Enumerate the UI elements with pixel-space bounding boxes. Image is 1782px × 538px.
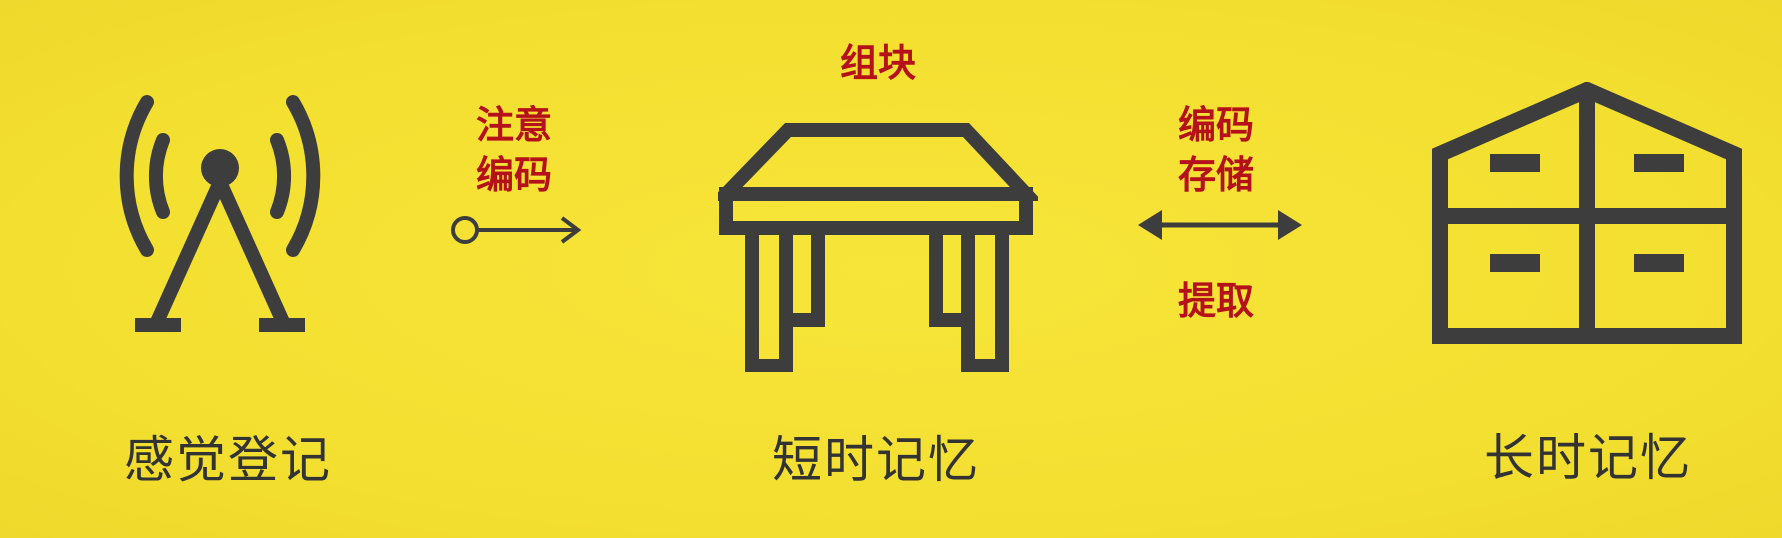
encoding-storage-labels: 编码 存储 [1164,100,1268,200]
chunking-label: 组块 [839,41,916,85]
long-term-memory-label: 长时记忆 [1484,429,1692,487]
storage-label: 存储 [1177,153,1254,197]
encoding-label-1: 编码 [475,153,552,197]
arrow-both-icon [1138,210,1302,240]
attention-encoding-labels: 注意 编码 [464,100,564,200]
encoding-label-2: 编码 [1177,103,1254,147]
short-term-memory-label: 短时记忆 [772,431,980,489]
antenna-icon [119,95,321,332]
attention-label: 注意 [475,103,552,147]
warehouse-icon [1432,82,1742,344]
arrow-right-icon [451,216,582,244]
retrieval-label: 提取 [1177,279,1254,323]
sensory-register-label: 感觉登记 [124,431,332,489]
table-icon [718,123,1038,372]
